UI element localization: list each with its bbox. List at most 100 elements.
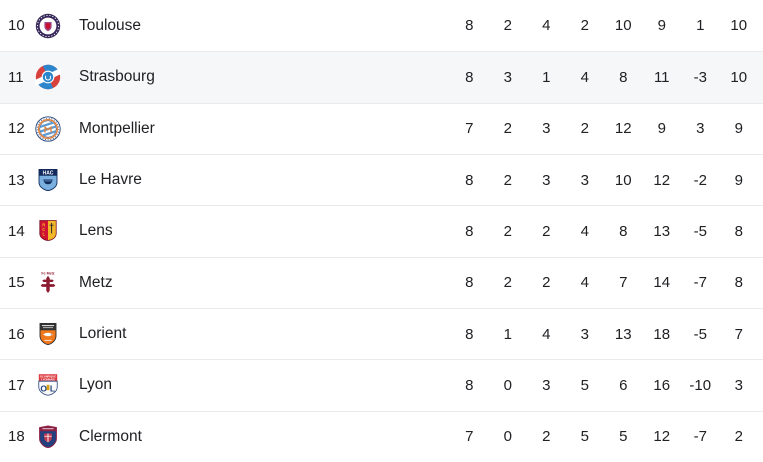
lost-cell: 4 [580, 68, 589, 86]
goal-diff-cell: -3 [693, 68, 707, 86]
lost-cell: 4 [580, 222, 589, 240]
drawn-cell: 3 [542, 376, 551, 394]
rank-cell: 15 [8, 274, 25, 292]
played-cell: 8 [465, 376, 474, 394]
played-cell: 8 [465, 325, 474, 343]
le-havre-crest-icon: HAC [35, 167, 79, 193]
montpellier-crest-icon [35, 116, 79, 142]
lorient-crest-icon [35, 321, 79, 347]
goal-diff-cell: -7 [693, 274, 707, 292]
svg-text:R: R [42, 223, 45, 228]
rank-cell: 18 [8, 428, 25, 446]
points-cell: 10 [730, 68, 748, 86]
goals-against-cell: 16 [653, 376, 671, 394]
table-row[interactable]: 13 HAC Le Havre 8 2 3 3 10 12 -2 9 [0, 153, 763, 206]
lost-cell: 3 [580, 325, 589, 343]
svg-text:OLYMPIQUE: OLYMPIQUE [40, 375, 56, 379]
won-cell: 0 [503, 428, 512, 446]
goal-diff-cell: -5 [693, 222, 707, 240]
goal-diff-cell: 1 [696, 17, 705, 35]
drawn-cell: 1 [542, 68, 551, 86]
lost-cell: 3 [580, 171, 589, 189]
played-cell: 7 [465, 428, 474, 446]
goals-against-cell: 13 [653, 222, 671, 240]
goals-against-cell: 12 [653, 428, 671, 446]
rank-cell: 14 [8, 222, 25, 240]
table-row[interactable]: 15 Fc Metz Metz 8 2 2 4 7 14 -7 8 [0, 256, 763, 308]
team-name: Montpellier [79, 119, 155, 137]
won-cell: 2 [503, 120, 512, 138]
won-cell: 3 [503, 68, 512, 86]
team-name: Metz [79, 273, 113, 291]
clermont-crest-icon [35, 424, 79, 450]
toulouse-crest-icon [35, 13, 79, 39]
drawn-cell: 2 [542, 274, 551, 292]
goals-against-cell: 9 [657, 120, 666, 138]
points-cell: 8 [734, 274, 743, 292]
played-cell: 8 [465, 171, 474, 189]
goals-against-cell: 18 [653, 325, 671, 343]
drawn-cell: 3 [542, 171, 551, 189]
table-row[interactable]: 11 Strasbourg 8 3 1 4 8 11 -3 10 [0, 51, 763, 103]
table-row[interactable]: 14 R C L Lens 8 2 2 4 8 13 -5 8 [0, 205, 763, 257]
points-cell: 9 [734, 171, 743, 189]
goals-for-cell: 8 [619, 68, 628, 86]
points-cell: 3 [734, 376, 743, 394]
goals-against-cell: 12 [653, 171, 671, 189]
rank-cell: 13 [8, 171, 25, 189]
goals-for-cell: 12 [614, 120, 632, 138]
goal-diff-cell: -5 [693, 325, 707, 343]
points-cell: 9 [734, 120, 743, 138]
played-cell: 8 [465, 17, 474, 35]
table-row[interactable]: 12 Montpellier 7 2 3 2 12 9 3 9 [0, 102, 763, 154]
table-row[interactable]: 16 Lorient 8 1 4 3 13 18 -5 7 [0, 307, 763, 360]
played-cell: 8 [465, 274, 474, 292]
drawn-cell: 2 [542, 428, 551, 446]
goals-against-cell: 14 [653, 274, 671, 292]
svg-text:L: L [43, 232, 46, 237]
svg-text:LYONNAIS: LYONNAIS [41, 378, 55, 382]
lost-cell: 4 [580, 274, 589, 292]
goal-diff-cell: -7 [693, 428, 707, 446]
drawn-cell: 3 [542, 120, 551, 138]
svg-text:O: O [40, 384, 47, 394]
lost-cell: 2 [580, 17, 589, 35]
goal-diff-cell: -10 [689, 376, 712, 394]
svg-text:C: C [42, 227, 45, 232]
won-cell: 2 [503, 17, 512, 35]
points-cell: 2 [734, 428, 743, 446]
goal-diff-cell: 3 [696, 120, 705, 138]
goals-for-cell: 10 [614, 171, 632, 189]
rank-cell: 12 [8, 120, 25, 138]
points-cell: 7 [734, 325, 743, 343]
lens-crest-icon: R C L [35, 218, 79, 244]
svg-text:Fc Metz: Fc Metz [41, 271, 54, 275]
drawn-cell: 4 [542, 325, 551, 343]
goals-for-cell: 5 [619, 428, 628, 446]
won-cell: 2 [503, 171, 512, 189]
won-cell: 2 [503, 222, 512, 240]
goals-for-cell: 7 [619, 274, 628, 292]
rank-cell: 10 [8, 17, 25, 35]
goals-for-cell: 6 [619, 376, 628, 394]
table-row[interactable]: 17 OLYMPIQUE LYONNAIS O L Lyon 8 0 3 5 6 16 -1… [0, 359, 763, 411]
team-name: Le Havre [79, 171, 142, 189]
lost-cell: 2 [580, 120, 589, 138]
lost-cell: 5 [580, 376, 589, 394]
points-cell: 10 [730, 17, 748, 35]
drawn-cell: 4 [542, 17, 551, 35]
team-name: Lyon [79, 376, 113, 394]
rank-cell: 16 [8, 325, 25, 343]
lost-cell: 5 [580, 428, 589, 446]
drawn-cell: 2 [542, 222, 551, 240]
team-name: Toulouse [79, 16, 142, 34]
table-row[interactable]: 18 Clermont 7 0 2 5 5 12 -7 2 [0, 410, 763, 462]
goal-diff-cell: -2 [693, 171, 707, 189]
rank-cell: 17 [8, 376, 25, 394]
table-row[interactable]: 10 Toulouse 8 2 4 2 10 9 1 10 [0, 0, 763, 52]
metz-crest-icon: Fc Metz [35, 270, 79, 296]
rank-cell: 11 [8, 68, 24, 86]
goals-for-cell: 13 [614, 325, 632, 343]
team-name: Clermont [79, 427, 142, 445]
